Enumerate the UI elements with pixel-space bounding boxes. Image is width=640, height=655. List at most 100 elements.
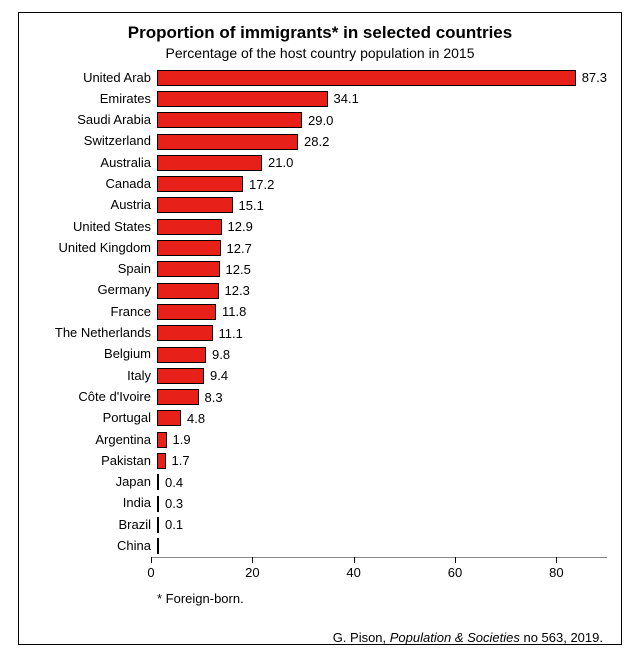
bar: [157, 197, 233, 213]
bar: [157, 283, 219, 299]
bar-row: France 11.8: [33, 301, 607, 322]
bar-row: Canada17.2: [33, 173, 607, 194]
category-label: Portugal: [33, 411, 157, 425]
value-label: 12.7: [227, 241, 252, 256]
x-tick-label: 40: [346, 565, 360, 580]
bar: [157, 261, 220, 277]
bar-track: 34.1: [157, 88, 607, 109]
bar-track: 12.7: [157, 237, 607, 258]
bar: [157, 325, 213, 341]
bar: [157, 134, 298, 150]
category-label: China: [33, 539, 157, 553]
bar-track: 15.1: [157, 195, 607, 216]
bar-row: Emirates34.1: [33, 88, 607, 109]
x-tick: [252, 557, 253, 563]
bar-row: Argentina 1.9: [33, 429, 607, 450]
value-label: 87.3: [582, 70, 607, 85]
bar-row: Portugal 4.8: [33, 408, 607, 429]
bar-track: 1.7: [157, 450, 607, 471]
bar-row: Germany 12.3: [33, 280, 607, 301]
category-label: France: [33, 305, 157, 319]
value-label: 9.8: [212, 347, 230, 362]
bar-track: 12.9: [157, 216, 607, 237]
bar-track: 0.3: [157, 493, 607, 514]
bar-row: Brazil0.1: [33, 514, 607, 535]
value-label: 9.4: [210, 368, 228, 383]
x-tick-label: 20: [245, 565, 259, 580]
category-label: Emirates: [33, 92, 157, 106]
bar-track: 0.4: [157, 472, 607, 493]
value-label: 12.3: [225, 283, 250, 298]
x-tick-label: 80: [549, 565, 563, 580]
bar-row: The Netherlands 11.1: [33, 323, 607, 344]
credit-publication: Population & Societies: [390, 630, 520, 645]
bar: [157, 432, 167, 448]
bar-track: 28.2: [157, 131, 607, 152]
bar: [157, 112, 302, 128]
category-label: Saudi Arabia: [33, 113, 157, 127]
value-label: 0.4: [165, 475, 183, 490]
category-label: Belgium: [33, 347, 157, 361]
category-label: United Arab: [33, 71, 157, 85]
bar-track: 12.5: [157, 259, 607, 280]
category-label: India: [33, 496, 157, 510]
chart-border: Proportion of immigrants* in selected co…: [18, 12, 622, 645]
value-label: 1.9: [173, 432, 191, 447]
bar-track: 21.0: [157, 152, 607, 173]
value-label: 17.2: [249, 177, 274, 192]
x-tick: [354, 557, 355, 563]
category-label: The Netherlands: [33, 326, 157, 340]
value-label: 0.3: [165, 496, 183, 511]
category-label: United States: [33, 220, 157, 234]
value-label: 28.2: [304, 134, 329, 149]
category-label: Pakistan: [33, 454, 157, 468]
bar-row: Belgium 9.8: [33, 344, 607, 365]
bar-track: 8.3: [157, 386, 607, 407]
bar: [157, 304, 216, 320]
x-tick: [151, 557, 152, 563]
bar: [157, 389, 199, 405]
chart-container: Proportion of immigrants* in selected co…: [0, 0, 640, 655]
x-tick: [556, 557, 557, 563]
bar-row: Saudi Arabia29.0: [33, 110, 607, 131]
category-label: Argentina: [33, 433, 157, 447]
bar: [157, 70, 576, 86]
bar-row: India 0.3: [33, 493, 607, 514]
bar: [157, 347, 206, 363]
bar: [157, 155, 262, 171]
bar-row: Pakistan1.7: [33, 450, 607, 471]
bar-row: China: [33, 536, 607, 557]
value-label: 11.8: [222, 304, 246, 319]
value-label: 11.1: [219, 326, 243, 341]
x-axis: 020406080: [151, 557, 607, 585]
category-label: Australia: [33, 156, 157, 170]
bar: [157, 368, 204, 384]
category-label: Austria: [33, 198, 157, 212]
category-label: Italy: [33, 369, 157, 383]
chart-footnote: * Foreign-born.: [157, 591, 607, 606]
category-label: Germany: [33, 283, 157, 297]
credit-issue: no 563, 2019.: [520, 630, 603, 645]
bar-row: United States 12.9: [33, 216, 607, 237]
bar-row: Italy 9.4: [33, 365, 607, 386]
value-label: 4.8: [187, 411, 205, 426]
bar-track: 11.8: [157, 301, 607, 322]
bar-track: [157, 536, 607, 557]
category-label: Spain: [33, 262, 157, 276]
credit-author: G. Pison,: [333, 630, 390, 645]
category-label: Côte d'Ivoire: [33, 390, 157, 404]
bar-row: Austria15.1: [33, 195, 607, 216]
value-label: 12.9: [228, 219, 253, 234]
category-label: United Kingdom: [33, 241, 157, 255]
bar-track: 0.1: [157, 514, 607, 535]
value-label: 12.5: [226, 262, 251, 277]
bar-track: 29.0: [157, 110, 607, 131]
bar-track: 4.8: [157, 408, 607, 429]
category-label: Japan: [33, 475, 157, 489]
bar: [157, 91, 328, 107]
bar-track: 11.1: [157, 323, 607, 344]
bar-row: Switzerland28.2: [33, 131, 607, 152]
bar: [157, 496, 159, 512]
bar-row: Côte d'Ivoire8.3: [33, 386, 607, 407]
bar: [157, 410, 181, 426]
